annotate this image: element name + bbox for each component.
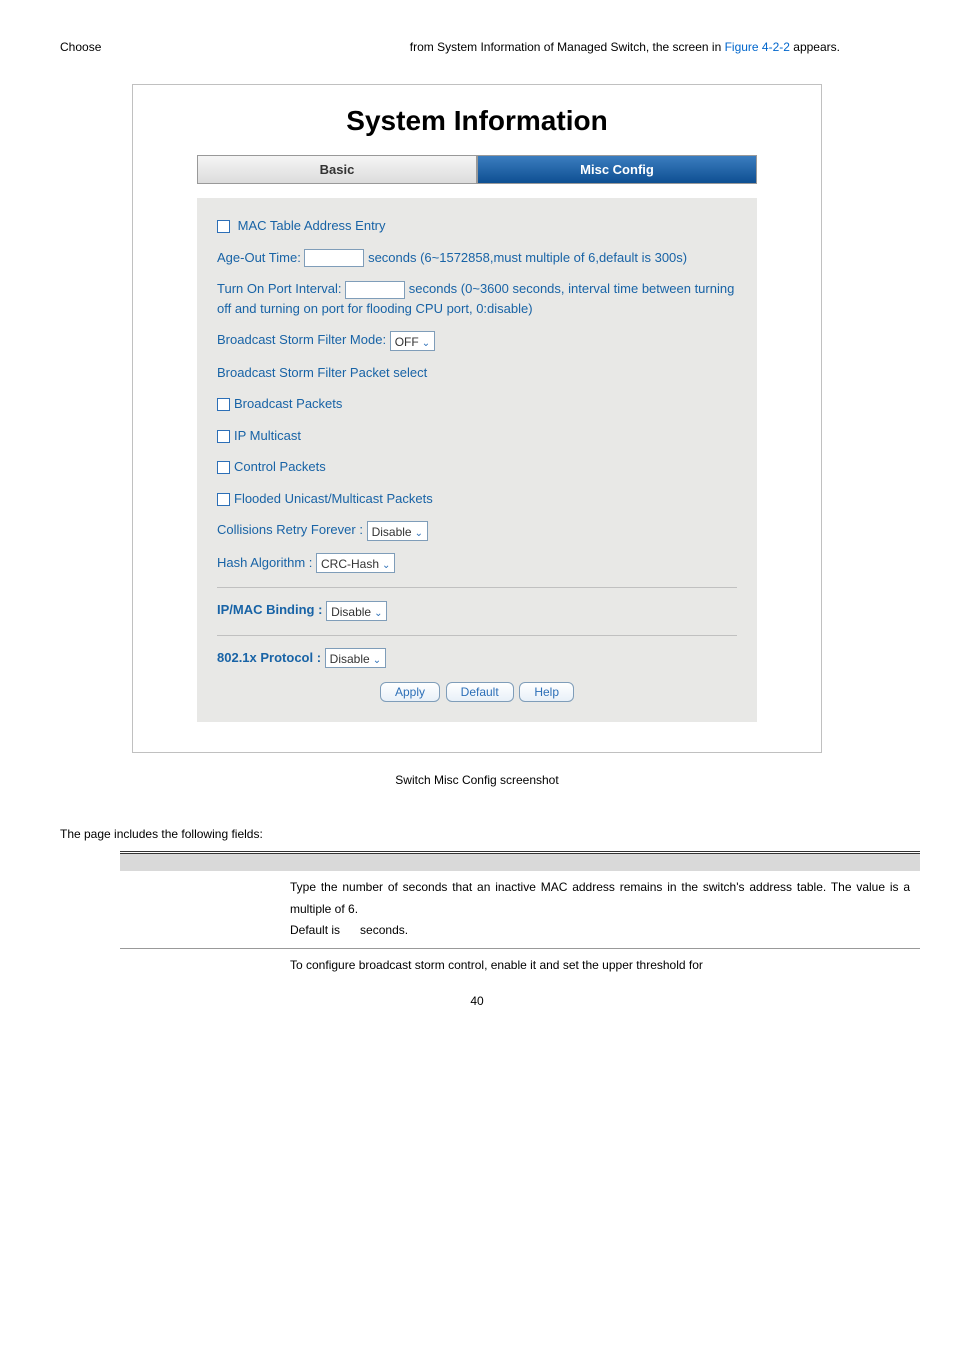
- choose-word: Choose: [60, 40, 101, 54]
- dot1x-protocol-row: 802.1x Protocol : Disable⌄: [217, 648, 737, 669]
- panel-title: System Information: [163, 105, 791, 137]
- table-cell-object: [120, 948, 280, 982]
- misc-config-form: MAC Table Address Entry Age-Out Time: se…: [197, 198, 757, 722]
- ip-multicast-label: IP Multicast: [234, 428, 301, 443]
- turn-on-port-label: Turn On Port Interval:: [217, 281, 342, 296]
- flooded-packets-row: Flooded Unicast/Multicast Packets: [217, 489, 737, 509]
- table-header-row: [120, 853, 920, 871]
- hash-algorithm-label: Hash Algorithm :: [217, 555, 312, 570]
- intro-line: Choose from System Information of Manage…: [60, 40, 840, 54]
- ip-multicast-checkbox[interactable]: [217, 430, 230, 443]
- default-button[interactable]: Default: [446, 682, 514, 702]
- chevron-down-icon: ⌄: [379, 560, 390, 571]
- table-cell-object: [120, 871, 280, 948]
- help-button[interactable]: Help: [519, 682, 574, 702]
- table-header-description: [280, 853, 920, 871]
- hash-algorithm-select[interactable]: CRC-Hash⌄: [316, 553, 395, 573]
- hash-algorithm-row: Hash Algorithm : CRC-Hash⌄: [217, 553, 737, 589]
- tab-bar: Basic Misc Config: [197, 155, 757, 184]
- table-row: To configure broadcast storm control, en…: [120, 948, 920, 982]
- intro-rest: from System Information of Managed Switc…: [410, 40, 840, 54]
- table-row: Type the number of seconds that an inact…: [120, 871, 920, 948]
- bsfm-row: Broadcast Storm Filter Mode: OFF⌄: [217, 330, 737, 351]
- table-cell-description: Type the number of seconds that an inact…: [280, 871, 920, 948]
- ipmac-binding-label: IP/MAC Binding :: [217, 602, 322, 617]
- collisions-retry-select[interactable]: Disable⌄: [367, 521, 428, 541]
- fields-table: Type the number of seconds that an inact…: [120, 851, 920, 982]
- control-packets-row: Control Packets: [217, 457, 737, 477]
- broadcast-packets-label: Broadcast Packets: [234, 396, 342, 411]
- age-out-row: Age-Out Time: seconds (6~1572858,must mu…: [217, 248, 737, 268]
- collisions-retry-row: Collisions Retry Forever : Disable⌄: [217, 520, 737, 541]
- button-row: Apply Default Help: [217, 682, 737, 702]
- fields-intro: The page includes the following fields:: [60, 827, 894, 841]
- default-seconds-line: Default is seconds.: [290, 920, 910, 942]
- chevron-down-icon: ⌄: [370, 655, 381, 666]
- ipmac-binding-row: IP/MAC Binding : Disable⌄: [217, 600, 737, 636]
- dot1x-protocol-select[interactable]: Disable⌄: [325, 648, 386, 668]
- age-out-label: Age-Out Time:: [217, 250, 301, 265]
- figure-ref-link[interactable]: Figure 4-2-2: [725, 40, 790, 54]
- mac-table-entry-row: MAC Table Address Entry: [217, 216, 737, 236]
- chevron-down-icon: ⌄: [419, 338, 430, 349]
- figure-caption: Switch Misc Config screenshot: [60, 773, 894, 787]
- age-out-input[interactable]: [304, 249, 364, 267]
- dot1x-protocol-label: 802.1x Protocol :: [217, 650, 321, 665]
- tab-misc-config[interactable]: Misc Config: [477, 155, 757, 184]
- collisions-retry-label: Collisions Retry Forever :: [217, 522, 363, 537]
- flooded-packets-label: Flooded Unicast/Multicast Packets: [234, 491, 433, 506]
- ip-multicast-row: IP Multicast: [217, 426, 737, 446]
- tab-basic[interactable]: Basic: [197, 155, 477, 184]
- mac-table-entry-checkbox[interactable]: [217, 220, 230, 233]
- chevron-down-icon: ⌄: [371, 608, 382, 619]
- bsfm-select[interactable]: OFF⌄: [390, 331, 435, 351]
- broadcast-packets-row: Broadcast Packets: [217, 394, 737, 414]
- apply-button[interactable]: Apply: [380, 682, 440, 702]
- chevron-down-icon: ⌄: [412, 528, 423, 539]
- turn-on-port-row: Turn On Port Interval: seconds (0~3600 s…: [217, 279, 737, 318]
- system-information-panel: System Information Basic Misc Config MAC…: [132, 84, 822, 753]
- broadcast-packets-checkbox[interactable]: [217, 398, 230, 411]
- control-packets-label: Control Packets: [234, 459, 326, 474]
- flooded-packets-checkbox[interactable]: [217, 493, 230, 506]
- table-cell-description: To configure broadcast storm control, en…: [280, 948, 920, 982]
- table-header-object: [120, 853, 280, 871]
- ipmac-binding-select[interactable]: Disable⌄: [326, 601, 387, 621]
- age-out-hint: seconds (6~1572858,must multiple of 6,de…: [368, 250, 687, 265]
- bsfps-header: Broadcast Storm Filter Packet select: [217, 363, 737, 383]
- page-number: 40: [60, 994, 894, 1008]
- mac-table-entry-label: MAC Table Address Entry: [238, 218, 386, 233]
- turn-on-port-input[interactable]: [345, 281, 405, 299]
- bsfm-label: Broadcast Storm Filter Mode:: [217, 332, 386, 347]
- control-packets-checkbox[interactable]: [217, 461, 230, 474]
